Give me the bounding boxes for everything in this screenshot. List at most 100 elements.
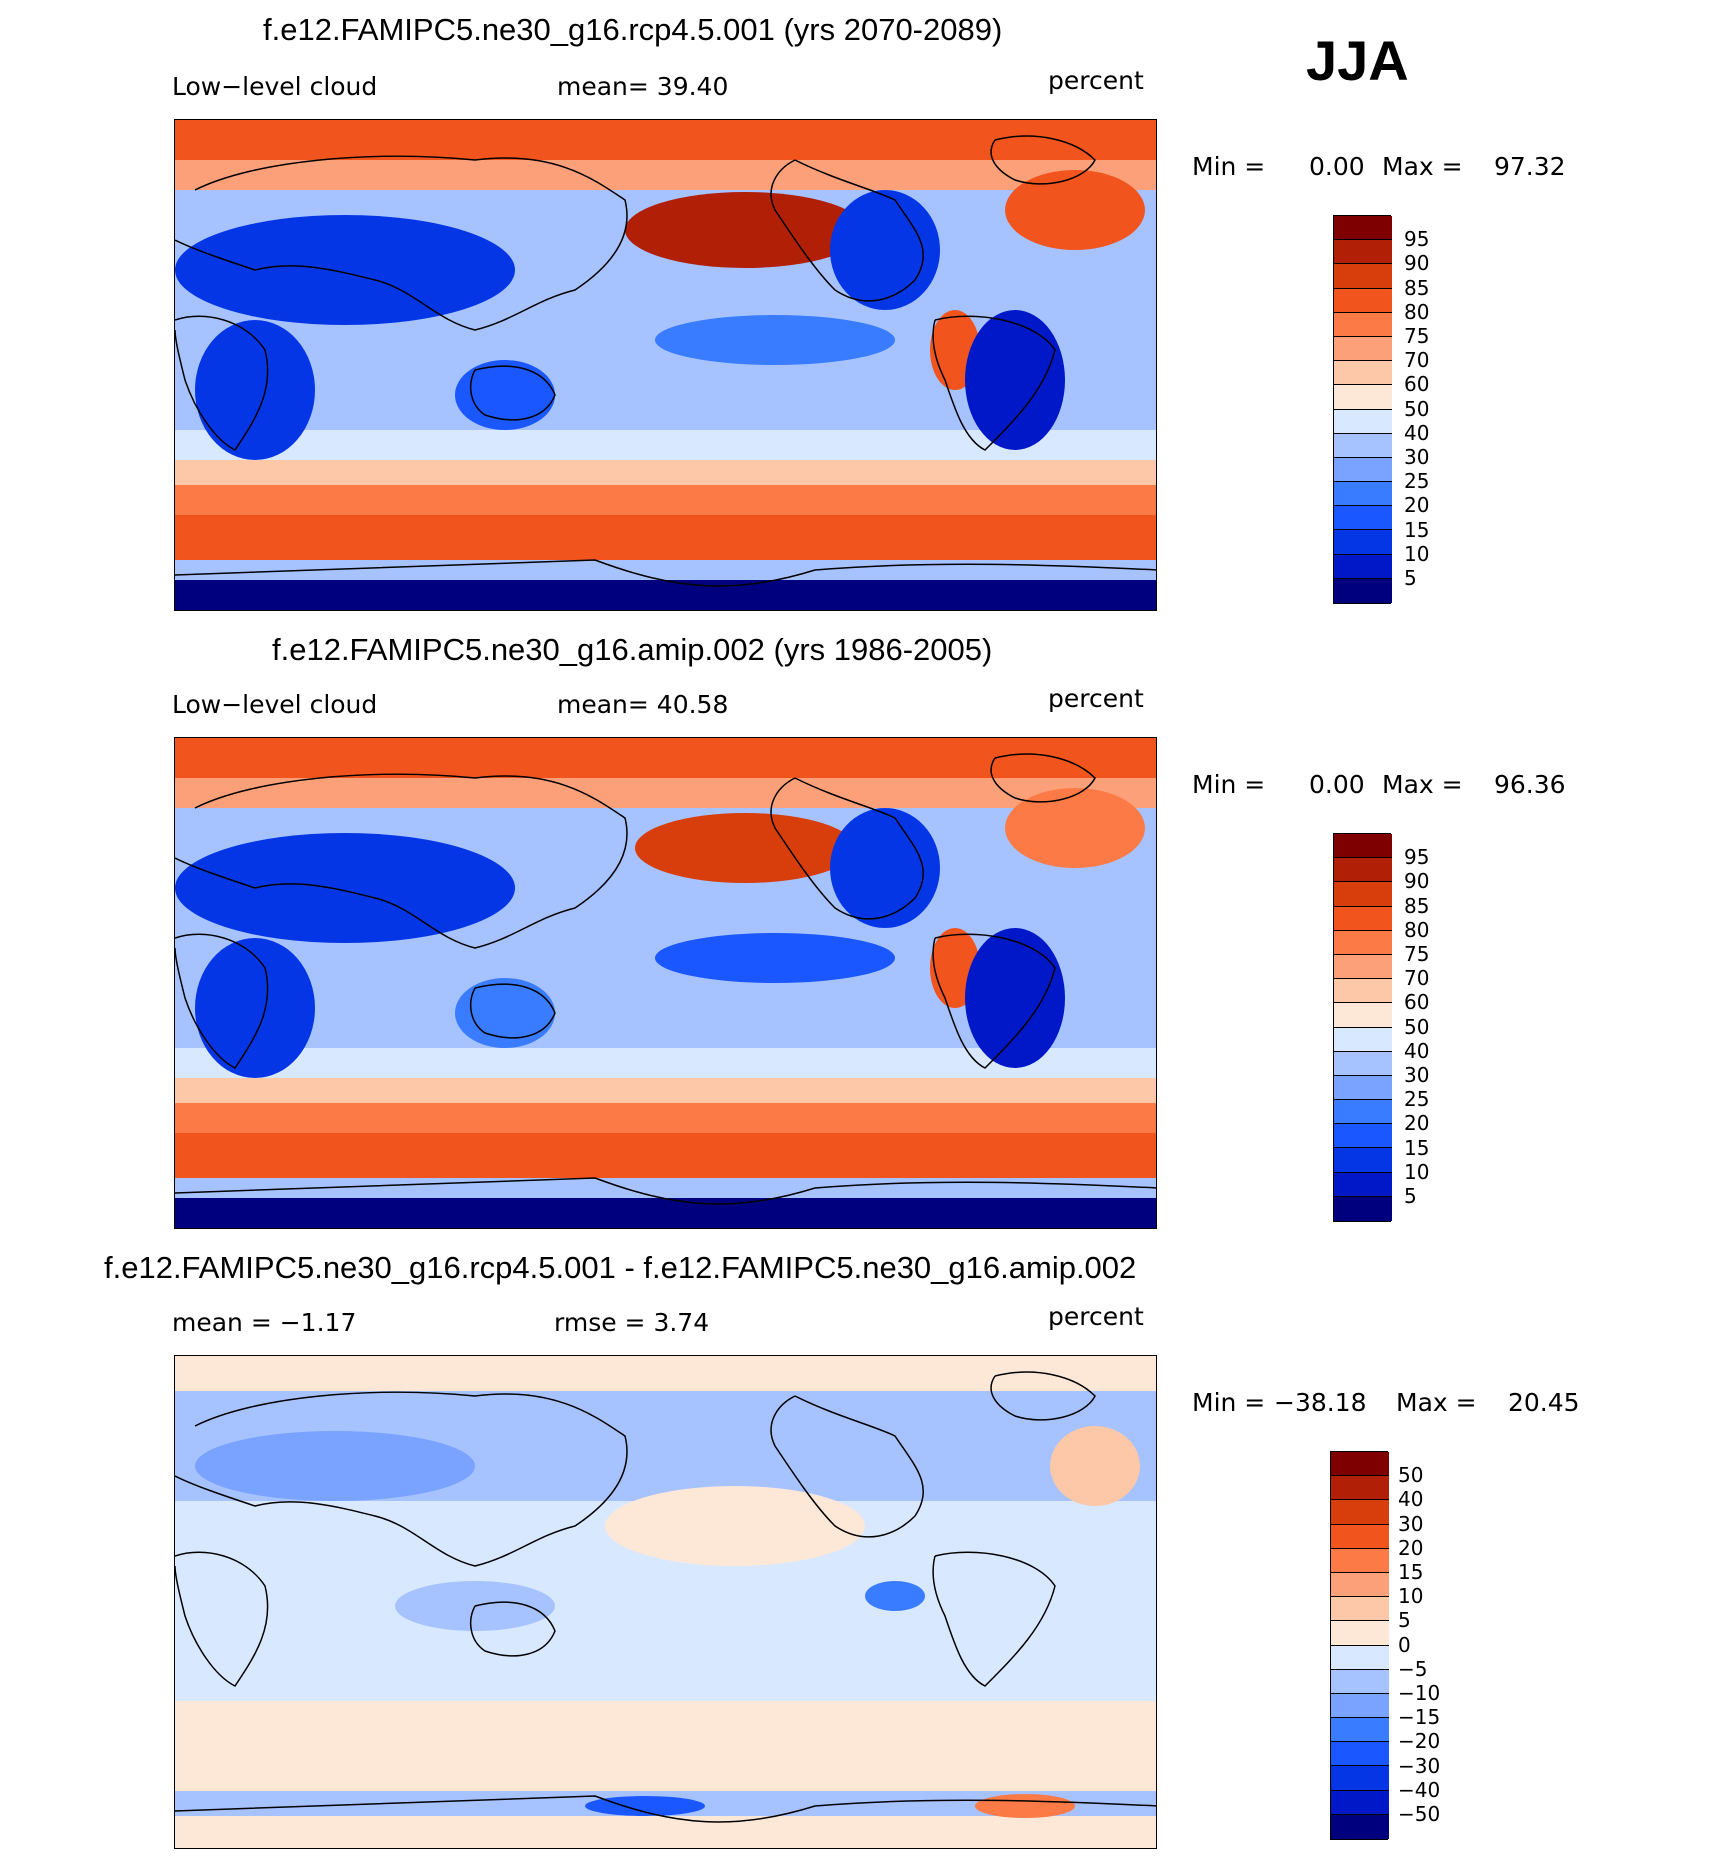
colorbar-tick-label: 20 [1404,1111,1430,1136]
zone-south-mid-1 [175,460,1156,485]
coast-australia [469,1601,556,1657]
colorbar-tick-label: 50 [1398,1463,1424,1488]
zone-antarctica [175,1816,1156,1848]
panel-3-map-svg [175,1356,1156,1848]
colorbar-tick-label: 85 [1404,275,1430,300]
colorbar-box [1334,361,1392,386]
colorbar-box [1331,1814,1389,1839]
colorbar-box [1334,216,1392,241]
colorbar-box [1334,288,1392,313]
colorbar-tick-label: 20 [1398,1535,1424,1560]
zone-south-mid-1 [175,1078,1156,1103]
coast-north-america [770,159,924,302]
zone-subarctic [175,778,1156,808]
panel-3-rmse-label: rmse = 3.74 [554,1308,710,1337]
coast-antarctica [175,1795,1156,1823]
colorbar-box [1334,240,1392,265]
colorbar-box [1334,264,1392,289]
colorbar-tick-label: 60 [1404,372,1430,397]
colorbar-box [1334,1027,1392,1052]
tropical-pacific-band [655,933,895,983]
colorbar-tick-label: 15 [1398,1560,1424,1584]
colorbar-box [1331,1597,1389,1622]
colorbar-tick-label: 40 [1398,1487,1424,1512]
colorbar-tick-label: 10 [1404,541,1430,566]
zone-subarctic [175,160,1156,190]
colorbar-box [1334,1148,1392,1173]
colorbar-tick-label: 85 [1404,893,1430,918]
panel-3-max-value: 20.45 [1508,1388,1580,1417]
coast-africa [175,315,269,451]
colorbar-box [1334,409,1392,434]
zone-arctic [175,120,1156,160]
coast-south-america [932,1551,1056,1687]
colorbar-tick-label: 5 [1398,1608,1411,1633]
panel-3-max-label: Max = [1396,1388,1477,1417]
colorbar-box [1331,1500,1389,1525]
panel-1-max-value: 97.32 [1494,152,1566,181]
panel-2-min-value: 0.00 [1309,770,1365,799]
colorbar-box [1334,954,1392,980]
colorbar-tick-label: −40 [1398,1777,1441,1802]
colorbar-box [1331,1669,1389,1694]
zone-storm-track [175,1133,1156,1178]
north-pacific-cloud-deck [635,813,855,883]
north-atlantic-cloud [1005,170,1145,250]
panel-1-title: f.e12.FAMIPC5.ne30_g16.rcp4.5.001 (yrs 2… [263,12,1003,47]
panel-3-min-label: Min = [1192,1388,1266,1417]
colorbar-tick-label: 15 [1404,517,1430,542]
colorbar-tick-label: 10 [1404,1159,1430,1184]
zone-antarctica [175,580,1156,610]
panel-1-map-svg [175,120,1156,610]
colorbar-tick-label: 15 [1404,1135,1430,1160]
colorbar-tick-label: 75 [1404,324,1430,348]
coast-greenland [990,753,1096,803]
colorbar-box [1334,930,1392,955]
coast-north-america [770,777,924,920]
panel-2-colorbar [1333,833,1392,1222]
panel-2-map [174,737,1157,1229]
panel-1-min-value: 0.00 [1309,152,1365,181]
coast-antarctica [175,559,1156,587]
colorbar-tick-label: 80 [1404,299,1430,324]
zone-arctic [175,738,1156,778]
coast-australia [469,983,556,1039]
colorbar-box [1334,1100,1392,1125]
colorbar-tick-label: 50 [1404,396,1430,421]
eurasia-negative-patch [195,1431,475,1501]
coast-africa [175,1551,269,1687]
eurasia-low-cloud [175,215,515,325]
colorbar-tick-label: 5 [1404,566,1417,590]
colorbar-tick-label: 5 [1404,1184,1417,1208]
coast-greenland [990,1371,1096,1421]
colorbar-tick-label: 40 [1404,420,1430,445]
colorbar-box [1334,1075,1392,1101]
colorbar-tick-label: 30 [1404,445,1430,469]
colorbar-box [1334,554,1392,579]
colorbar-box [1331,1693,1389,1719]
panel-2-max-value: 96.36 [1494,770,1566,799]
north-pacific-cloud-deck [625,192,865,268]
colorbar-tick-label: 40 [1404,1038,1430,1063]
zone-south-mid-2 [175,1103,1156,1133]
coast-eurasia [175,773,628,949]
zone-arctic [175,1356,1156,1391]
colorbar-box [1331,1742,1389,1767]
pacific-positive-patch [605,1486,865,1566]
colorbar-box [1334,882,1392,907]
coast-antarctica [175,1177,1156,1205]
eurasia-low-cloud [175,833,515,943]
coast-africa [175,933,269,1069]
north-atlantic-positive-patch [1050,1426,1140,1506]
colorbar-box [1331,1548,1389,1573]
zone-antarctica [175,1198,1156,1228]
colorbar-box [1331,1572,1389,1598]
colorbar-box [1331,1524,1389,1549]
panel-1-units-label: percent [1048,66,1144,95]
colorbar-box [1334,578,1392,603]
tropical-pacific-band [655,315,895,365]
colorbar-tick-label: 75 [1404,942,1430,966]
colorbar-box [1334,312,1392,337]
colorbar-box [1334,457,1392,483]
colorbar-tick-label: 95 [1404,845,1430,870]
